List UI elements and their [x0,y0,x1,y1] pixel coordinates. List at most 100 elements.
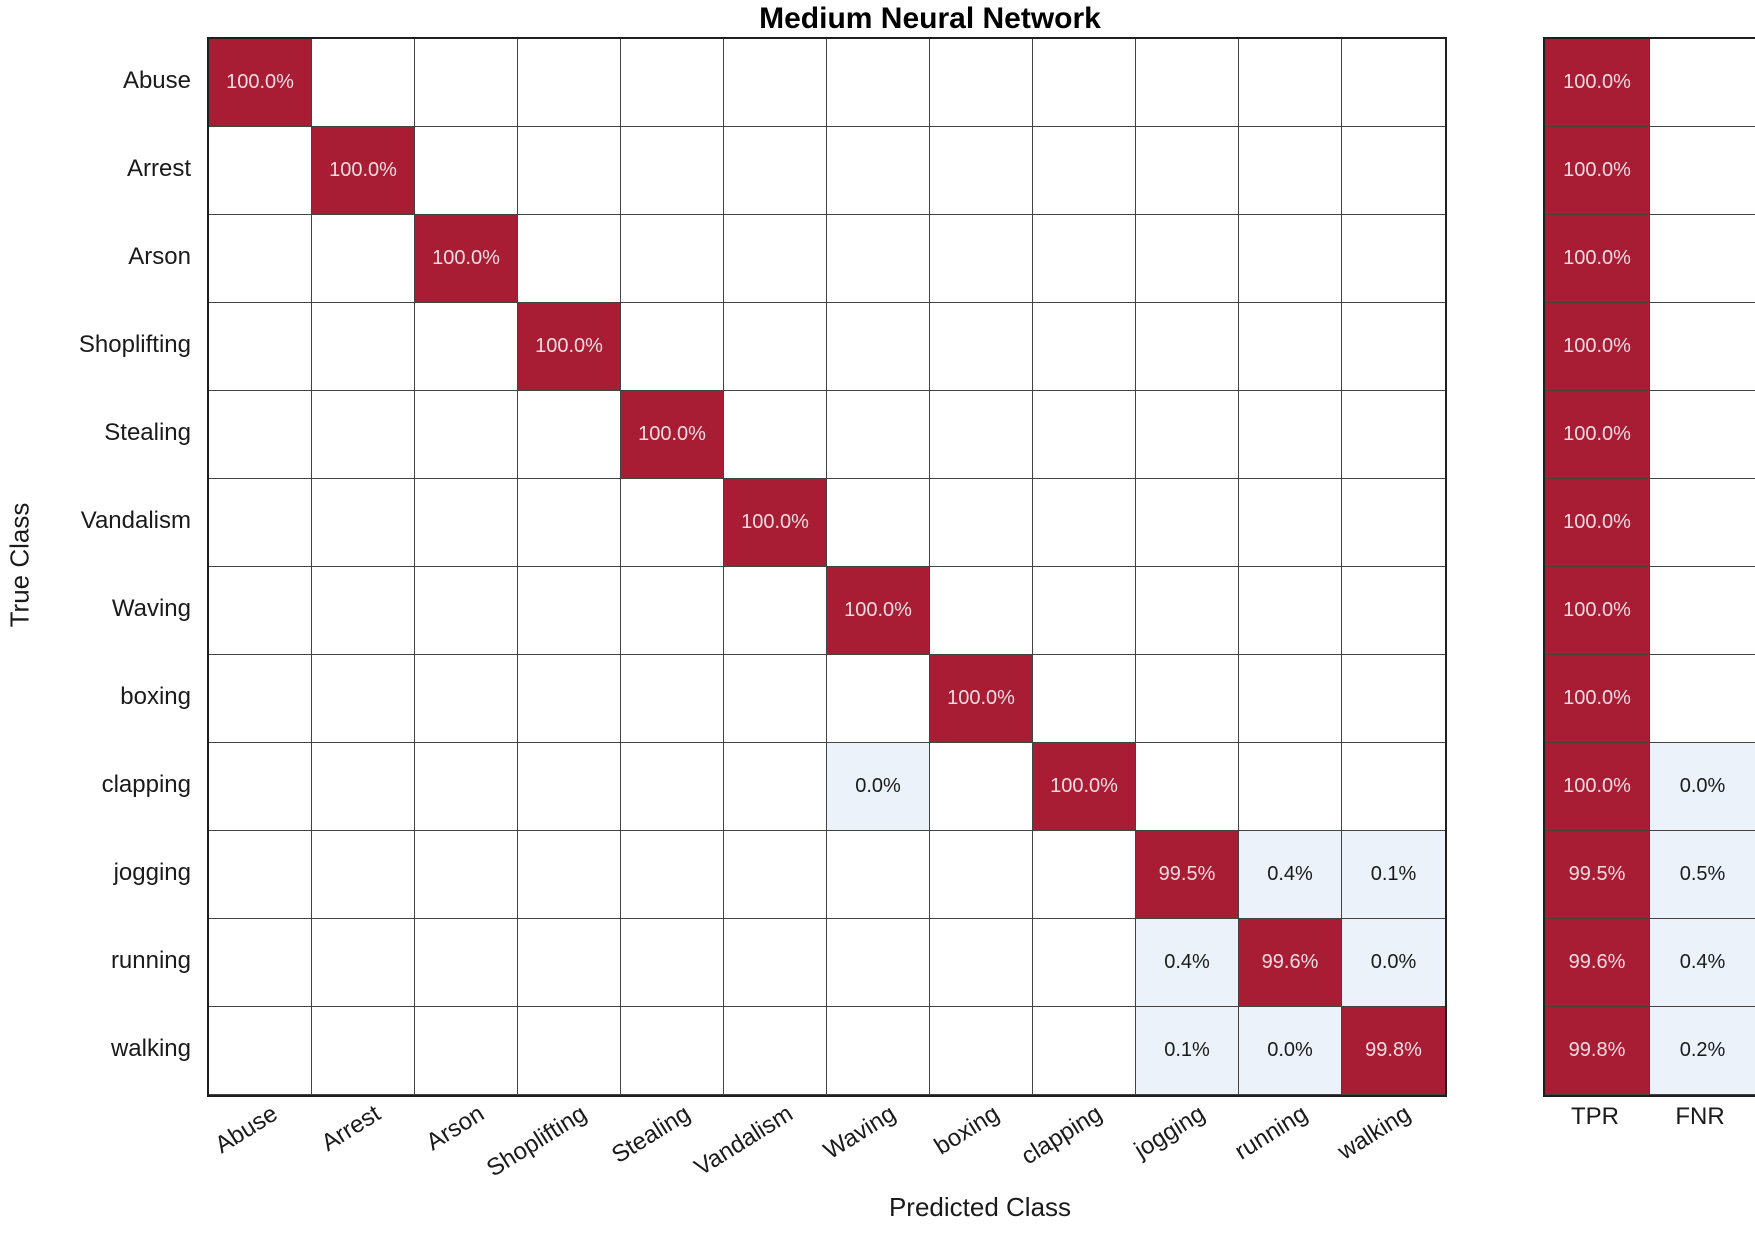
fnr-cell-walking: 0.2% [1650,1007,1755,1095]
cell-clapping-clapping: 100.0% [1033,743,1136,831]
cell-abuse-arrest [312,39,415,127]
chart-title: Medium Neural Network [759,2,1101,35]
cell-stealing-abuse [209,391,312,479]
cell-shoplifting-running [1239,303,1342,391]
col-label-arrest: Arrest [317,1100,386,1157]
tpr-cell-arson: 100.0% [1545,215,1650,303]
col-label-stealing: Stealing [606,1100,695,1169]
cell-walking-jogging: 0.1% [1136,1007,1239,1095]
cell-shoplifting-vandalism [724,303,827,391]
cell-vandalism-running [1239,479,1342,567]
cell-arson-clapping [1033,215,1136,303]
fnr-column-label: FNR [1675,1103,1725,1130]
tpr-cell-abuse: 100.0% [1545,39,1650,127]
cell-boxing-arson [415,655,518,743]
cell-waving-arson [415,567,518,655]
cell-boxing-clapping [1033,655,1136,743]
cell-boxing-walking [1342,655,1445,743]
cell-abuse-walking [1342,39,1445,127]
cell-clapping-abuse [209,743,312,831]
cell-clapping-jogging [1136,743,1239,831]
cell-stealing-arrest [312,391,415,479]
row-label-stealing: Stealing [104,419,191,446]
cell-walking-shoplifting [518,1007,621,1095]
cell-boxing-boxing: 100.0% [930,655,1033,743]
cell-jogging-walking: 0.1% [1342,831,1445,919]
cell-abuse-running [1239,39,1342,127]
cell-stealing-vandalism [724,391,827,479]
cell-clapping-shoplifting [518,743,621,831]
cell-shoplifting-shoplifting: 100.0% [518,303,621,391]
cell-stealing-jogging [1136,391,1239,479]
cell-abuse-vandalism [724,39,827,127]
row-label-jogging: jogging [113,859,191,886]
cell-abuse-boxing [930,39,1033,127]
col-label-jogging: jogging [1129,1100,1210,1164]
cell-arson-boxing [930,215,1033,303]
cell-arrest-running [1239,127,1342,215]
cell-abuse-arson [415,39,518,127]
cell-arrest-arson [415,127,518,215]
cell-vandalism-arson [415,479,518,567]
cell-boxing-jogging [1136,655,1239,743]
cell-walking-clapping [1033,1007,1136,1095]
cell-walking-running: 0.0% [1239,1007,1342,1095]
cell-arrest-boxing [930,127,1033,215]
cell-stealing-waving [827,391,930,479]
cell-waving-vandalism [724,567,827,655]
cell-arrest-vandalism [724,127,827,215]
cell-jogging-clapping [1033,831,1136,919]
cell-running-walking: 0.0% [1342,919,1445,1007]
x-axis-label: Predicted Class [888,1192,1072,1222]
row-label-boxing: boxing [120,683,191,710]
cell-vandalism-walking [1342,479,1445,567]
cell-arson-shoplifting [518,215,621,303]
cell-arrest-clapping [1033,127,1136,215]
cell-abuse-waving [827,39,930,127]
cell-shoplifting-arson [415,303,518,391]
cell-running-stealing [621,919,724,1007]
cell-stealing-arson [415,391,518,479]
cell-jogging-arson [415,831,518,919]
cell-boxing-vandalism [724,655,827,743]
tpr-cell-clapping: 100.0% [1545,743,1650,831]
cell-arson-stealing [621,215,724,303]
cell-waving-running [1239,567,1342,655]
cell-jogging-boxing [930,831,1033,919]
summary-grid: 100.0% 100.0% 100.0% 100.0% 100.0% 100.0% 100.… [1543,37,1755,1097]
cell-boxing-arrest [312,655,415,743]
col-label-boxing: boxing [929,1100,1004,1161]
cell-waving-abuse [209,567,312,655]
fnr-cell-abuse [1650,39,1755,127]
cell-running-abuse [209,919,312,1007]
cell-waving-boxing [930,567,1033,655]
cell-abuse-abuse: 100.0% [209,39,312,127]
cell-shoplifting-clapping [1033,303,1136,391]
cell-vandalism-shoplifting [518,479,621,567]
row-label-waving: Waving [111,595,191,622]
cell-stealing-boxing [930,391,1033,479]
cell-running-arrest [312,919,415,1007]
tpr-cell-jogging: 99.5% [1545,831,1650,919]
cell-walking-waving [827,1007,930,1095]
col-label-running: running [1230,1100,1313,1166]
cell-walking-walking: 99.8% [1342,1007,1445,1095]
cell-clapping-walking [1342,743,1445,831]
tpr-cell-stealing: 100.0% [1545,391,1650,479]
fnr-cell-stealing [1650,391,1755,479]
cell-boxing-stealing [621,655,724,743]
cell-arrest-stealing [621,127,724,215]
cell-arson-arson: 100.0% [415,215,518,303]
cell-arrest-abuse [209,127,312,215]
cell-walking-arson [415,1007,518,1095]
cell-waving-jogging [1136,567,1239,655]
fnr-cell-shoplifting [1650,303,1755,391]
fnr-cell-clapping: 0.0% [1650,743,1755,831]
cell-arson-arrest [312,215,415,303]
cell-abuse-shoplifting [518,39,621,127]
tpr-cell-walking: 99.8% [1545,1007,1650,1095]
cell-jogging-running: 0.4% [1239,831,1342,919]
col-label-waving: Waving [819,1100,901,1165]
cell-stealing-running [1239,391,1342,479]
